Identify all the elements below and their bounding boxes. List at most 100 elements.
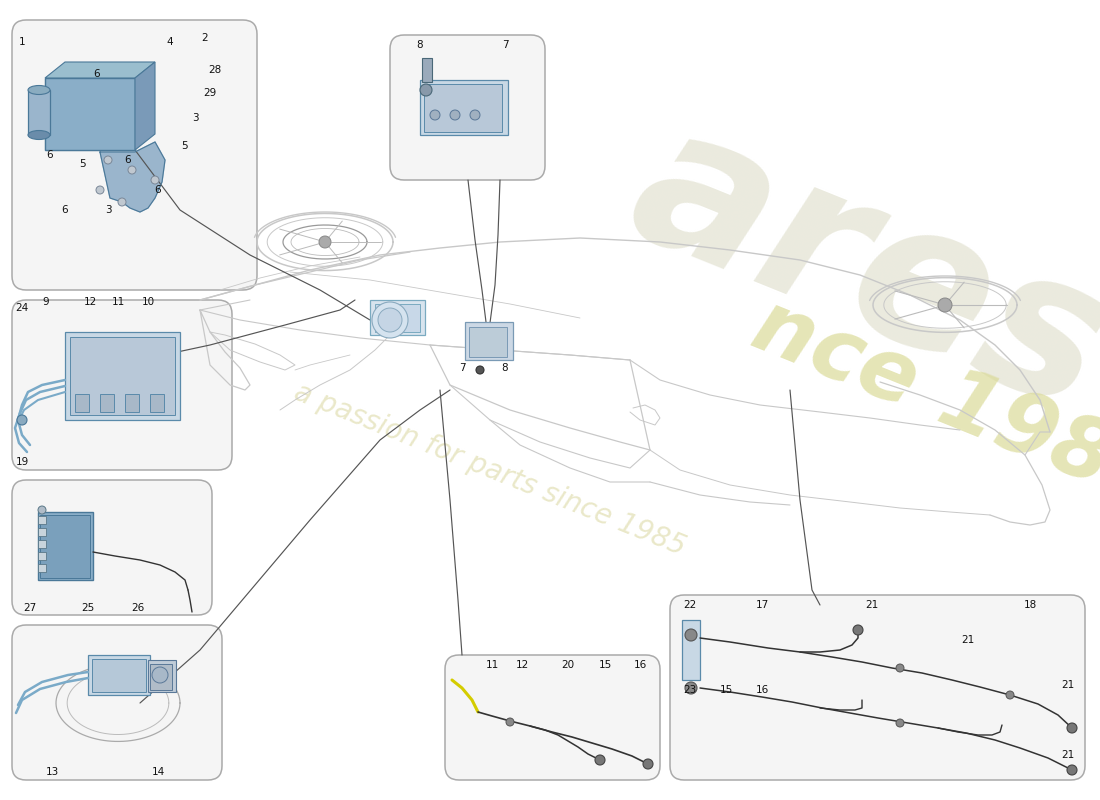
Text: 15: 15 <box>598 660 612 670</box>
Bar <box>92 659 146 692</box>
Polygon shape <box>45 62 155 78</box>
FancyBboxPatch shape <box>12 300 232 470</box>
Text: 16: 16 <box>756 685 769 695</box>
Circle shape <box>151 176 160 184</box>
Text: 7: 7 <box>459 363 465 373</box>
Text: 27: 27 <box>23 603 36 613</box>
Text: 22: 22 <box>683 600 696 610</box>
Polygon shape <box>100 142 165 212</box>
Circle shape <box>1067 765 1077 775</box>
Text: 23: 23 <box>683 685 696 695</box>
Bar <box>150 394 164 412</box>
Circle shape <box>685 682 697 694</box>
Text: 18: 18 <box>1023 600 1036 610</box>
Text: 9: 9 <box>43 297 50 307</box>
Text: nce 1985: nce 1985 <box>740 284 1100 526</box>
Circle shape <box>595 755 605 765</box>
FancyBboxPatch shape <box>12 20 257 290</box>
Bar <box>88 655 150 695</box>
Text: 8: 8 <box>417 40 424 50</box>
Text: 6: 6 <box>155 185 162 195</box>
Text: 7: 7 <box>502 40 508 50</box>
Text: 21: 21 <box>866 600 879 610</box>
Text: 4: 4 <box>167 37 174 47</box>
Circle shape <box>450 110 460 120</box>
Circle shape <box>319 236 331 248</box>
Text: 25: 25 <box>81 603 95 613</box>
Bar <box>148 660 176 692</box>
Text: 15: 15 <box>719 685 733 695</box>
Text: 20: 20 <box>561 660 574 670</box>
Circle shape <box>896 719 904 727</box>
Bar <box>45 78 135 150</box>
Text: 11: 11 <box>485 660 498 670</box>
Circle shape <box>104 156 112 164</box>
Bar <box>40 515 90 578</box>
Circle shape <box>506 718 514 726</box>
Circle shape <box>685 629 697 641</box>
Text: 5: 5 <box>79 159 86 169</box>
Text: 8: 8 <box>502 363 508 373</box>
FancyBboxPatch shape <box>12 625 222 780</box>
Text: 19: 19 <box>15 457 29 467</box>
Text: 5: 5 <box>182 141 188 151</box>
Circle shape <box>378 308 402 332</box>
Ellipse shape <box>28 130 50 139</box>
Circle shape <box>152 667 168 683</box>
Text: ares: ares <box>606 87 1100 453</box>
Bar <box>125 394 139 412</box>
Circle shape <box>128 166 136 174</box>
Text: 11: 11 <box>111 297 124 307</box>
Circle shape <box>16 415 28 425</box>
Text: 24: 24 <box>15 303 29 313</box>
Polygon shape <box>135 62 155 150</box>
Circle shape <box>470 110 480 120</box>
Circle shape <box>938 298 952 312</box>
Bar <box>39 512 94 580</box>
Bar <box>370 300 425 335</box>
Bar <box>39 564 46 572</box>
Circle shape <box>96 186 104 194</box>
Text: 29: 29 <box>204 88 217 98</box>
Circle shape <box>644 759 653 769</box>
Circle shape <box>1067 723 1077 733</box>
Text: 17: 17 <box>756 600 769 610</box>
Bar <box>28 90 50 135</box>
Text: 28: 28 <box>208 65 221 75</box>
Bar <box>422 58 432 82</box>
Circle shape <box>420 84 432 96</box>
Text: 16: 16 <box>634 660 647 670</box>
Circle shape <box>430 110 440 120</box>
Bar <box>682 620 700 680</box>
Bar <box>100 394 114 412</box>
Bar <box>70 337 175 415</box>
FancyBboxPatch shape <box>446 655 660 780</box>
Bar <box>150 664 172 690</box>
Circle shape <box>896 664 904 672</box>
FancyBboxPatch shape <box>12 480 212 615</box>
Text: 6: 6 <box>46 150 53 160</box>
Circle shape <box>118 198 127 206</box>
Text: 21: 21 <box>1062 750 1075 760</box>
Text: 12: 12 <box>84 297 97 307</box>
Bar <box>469 327 507 357</box>
Text: 10: 10 <box>142 297 155 307</box>
Text: 3: 3 <box>104 205 111 215</box>
Bar <box>39 552 46 560</box>
Text: 12: 12 <box>516 660 529 670</box>
Circle shape <box>476 366 484 374</box>
Bar <box>65 332 180 420</box>
Text: 2: 2 <box>201 33 208 43</box>
Text: 1: 1 <box>19 37 25 47</box>
Circle shape <box>39 506 46 514</box>
Text: 26: 26 <box>131 603 144 613</box>
Bar <box>75 394 89 412</box>
Text: a passion for parts since 1985: a passion for parts since 1985 <box>290 378 690 562</box>
Bar <box>420 80 508 135</box>
Circle shape <box>852 625 864 635</box>
Circle shape <box>1006 691 1014 699</box>
Bar <box>424 84 502 132</box>
Text: 14: 14 <box>152 767 165 777</box>
FancyBboxPatch shape <box>670 595 1085 780</box>
Text: 6: 6 <box>94 69 100 79</box>
